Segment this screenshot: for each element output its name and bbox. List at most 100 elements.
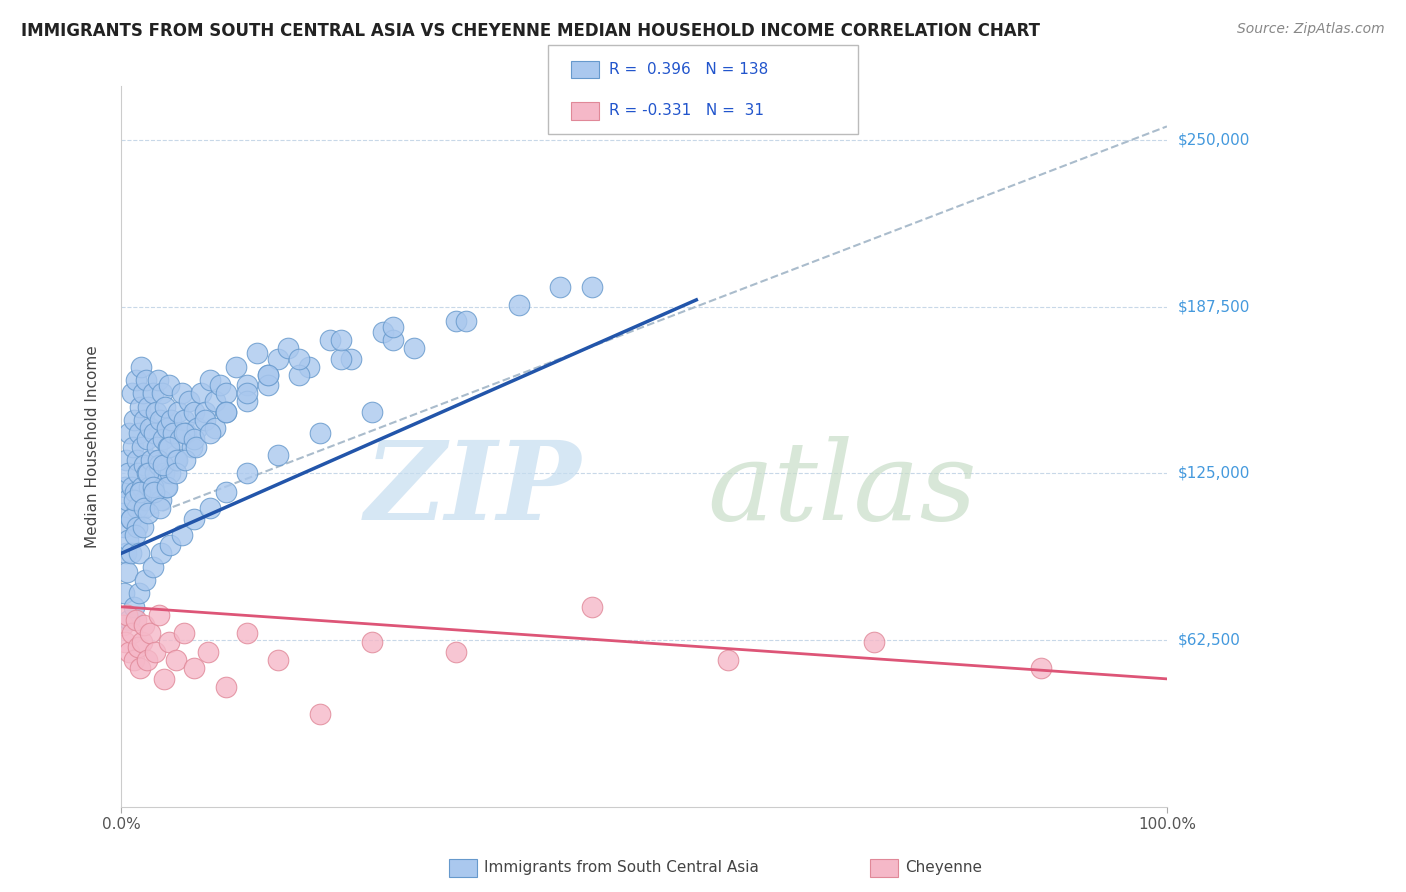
Point (145, 405, 167, 419)
Point (112, 507, 135, 521)
Point (162, 426, 184, 441)
Point (149, 413, 172, 427)
Point (160, 413, 183, 427)
Point (143, 467, 166, 481)
Point (149, 493, 172, 508)
Point (444, 314, 467, 328)
Point (148, 458, 170, 473)
Point (115, 453, 138, 467)
Point (146, 373, 169, 387)
Point (134, 458, 156, 473)
Point (198, 426, 221, 441)
Point (134, 501, 156, 516)
Point (508, 298, 530, 312)
Text: Cheyenne: Cheyenne (905, 861, 983, 875)
Point (118, 645, 141, 659)
Point (129, 661, 152, 675)
Point (194, 413, 217, 427)
Point (183, 432, 205, 446)
Point (117, 533, 139, 547)
Point (141, 453, 163, 467)
Text: Source: ZipAtlas.com: Source: ZipAtlas.com (1237, 22, 1385, 37)
Point (152, 432, 174, 446)
Point (122, 653, 145, 667)
Point (277, 341, 299, 355)
Point (215, 405, 238, 419)
Point (149, 501, 172, 516)
Point (267, 448, 290, 462)
Point (139, 626, 162, 640)
Point (157, 440, 180, 454)
Point (288, 368, 311, 382)
Point (134, 493, 156, 508)
Point (120, 546, 142, 560)
Point (153, 400, 176, 414)
Text: atlas: atlas (707, 436, 976, 543)
Point (128, 546, 150, 560)
Point (329, 351, 352, 366)
Point (117, 607, 139, 622)
Point (134, 573, 156, 587)
Point (125, 520, 148, 534)
Point (121, 480, 143, 494)
Point (129, 485, 152, 500)
Point (1031, 661, 1053, 675)
Point (863, 634, 886, 648)
Text: $250,000: $250,000 (1178, 132, 1250, 147)
Point (319, 333, 342, 347)
Point (138, 480, 160, 494)
Point (159, 538, 181, 552)
Point (142, 426, 165, 441)
Point (183, 405, 205, 419)
Point (134, 413, 156, 427)
Point (112, 520, 135, 534)
Point (382, 333, 405, 347)
Point (117, 493, 139, 508)
Point (190, 386, 212, 401)
Point (194, 405, 217, 419)
Point (169, 432, 191, 446)
Point (150, 386, 173, 401)
Point (149, 546, 172, 560)
Point (204, 394, 226, 409)
Point (143, 645, 166, 659)
Text: Immigrants from South Central Asia: Immigrants from South Central Asia (484, 861, 759, 875)
Point (183, 512, 205, 526)
Point (170, 386, 193, 401)
Point (156, 421, 179, 435)
Point (120, 512, 142, 526)
Point (235, 467, 257, 481)
Point (153, 467, 176, 481)
Text: $62,500: $62,500 (1178, 632, 1241, 648)
Point (122, 493, 145, 508)
Point (174, 426, 197, 441)
Point (139, 421, 162, 435)
Text: $125,000: $125,000 (1178, 466, 1250, 481)
Point (246, 346, 269, 360)
Point (134, 618, 156, 632)
Point (581, 599, 603, 614)
Point (112, 618, 135, 632)
Point (170, 527, 193, 541)
Point (125, 373, 148, 387)
Point (181, 440, 204, 454)
Point (173, 413, 195, 427)
Point (136, 507, 159, 521)
Point (256, 368, 278, 382)
Point (179, 394, 201, 409)
Point (131, 634, 153, 648)
Point (155, 480, 177, 494)
Point (165, 653, 187, 667)
Point (267, 653, 290, 667)
Point (717, 653, 740, 667)
Point (166, 405, 188, 419)
Text: R =  0.396   N = 138: R = 0.396 N = 138 (609, 62, 768, 77)
Point (165, 453, 187, 467)
Text: R = -0.331   N =  31: R = -0.331 N = 31 (609, 103, 763, 118)
Point (298, 359, 321, 374)
Point (125, 501, 148, 516)
Point (225, 359, 247, 374)
Point (204, 421, 226, 435)
Point (141, 480, 163, 494)
Point (173, 626, 195, 640)
